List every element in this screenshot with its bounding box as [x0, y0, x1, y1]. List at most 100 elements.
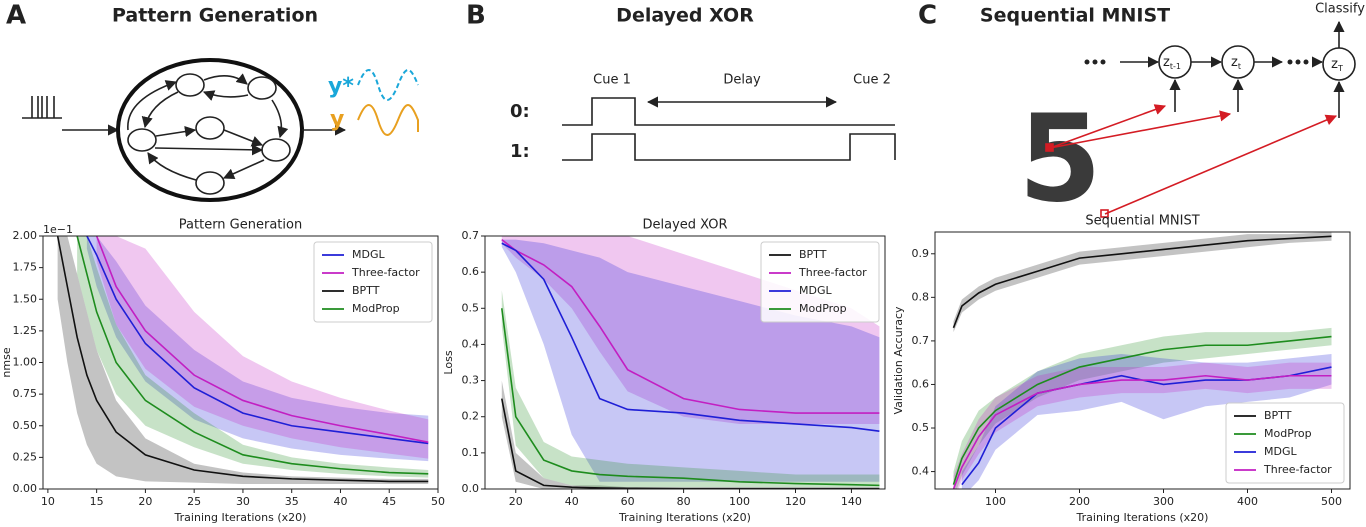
cue-label: Cue 2: [853, 73, 891, 88]
chart: Delayed XOR Training Iterations (x20) Loss…: [442, 218, 886, 524]
band: [77, 236, 429, 478]
y-tick-label: 0.6: [912, 377, 930, 390]
chart-title: Sequential MNIST: [1085, 214, 1199, 229]
x-tick-label: 400: [1237, 495, 1258, 508]
panel-c-diagram: C Sequential MNIST Classify 5 zt-1 zt zT: [918, 1, 1365, 230]
node-label: zT: [1331, 57, 1343, 73]
classify-label: Classify: [1315, 2, 1365, 17]
panel-a-diagram: A Pattern Generation y* y: [6, 1, 419, 202]
x-tick-label: 300: [1153, 495, 1174, 508]
row-label: 0:: [510, 101, 530, 122]
row-label: 1:: [510, 141, 530, 162]
y-tick-label: 0.6: [462, 265, 480, 278]
x-tick-label: 120: [785, 495, 806, 508]
x-tick-label: 35: [285, 495, 299, 508]
series-line: [95, 236, 429, 443]
x-tick-label: 20: [138, 495, 152, 508]
y-tick-label: 0.8: [912, 290, 930, 303]
chart-title: Delayed XOR: [642, 218, 727, 233]
y-tick-label: 0.3: [462, 374, 480, 387]
ellipsis: [1084, 59, 1309, 65]
band: [961, 353, 1332, 489]
band: [953, 362, 1332, 489]
panel-title: Pattern Generation: [112, 5, 318, 27]
series-line: [952, 374, 1332, 489]
x-tick-label: 25: [187, 495, 201, 508]
x-tick-label: 500: [1321, 495, 1342, 508]
plot-area: [952, 232, 1332, 489]
legend-box: [760, 241, 880, 323]
series-line: [952, 235, 1332, 329]
band: [953, 232, 1332, 333]
x-tick-label: 80: [677, 495, 691, 508]
y-tick-label: 0.00: [13, 482, 38, 495]
band: [953, 327, 1332, 489]
x-tick-label: 100: [729, 495, 750, 508]
band: [501, 236, 880, 424]
legend-label: MDGL: [352, 248, 385, 261]
band: [501, 380, 880, 489]
target-wave: [357, 69, 419, 101]
signal-1: [562, 133, 896, 161]
y-tick-label: 0.0: [462, 482, 480, 495]
legend-label: MDGL: [799, 284, 832, 297]
plot-area: [56, 236, 429, 484]
series-line: [86, 236, 429, 445]
legend-label: Three-factor: [1263, 463, 1332, 476]
legend-label: BPTT: [799, 248, 827, 261]
y-tick-label: 0.4: [462, 337, 480, 350]
x-tick-label: 60: [621, 495, 635, 508]
y-tick-label: 2.00: [13, 229, 38, 242]
y-tick-label: 1.50: [13, 292, 38, 305]
x-axis-label: Training Iterations (x20): [174, 511, 307, 524]
y-tick-label: 0.5: [912, 421, 930, 434]
legend: BPTT ModProp MDGL Three-factor: [1225, 402, 1345, 484]
x-tick-label: 15: [90, 495, 104, 508]
panel-letter: C: [918, 1, 937, 31]
y-tick-label: 0.25: [13, 450, 38, 463]
band: [501, 239, 880, 482]
pixel-arrows: [1045, 104, 1338, 218]
panel-title: Sequential MNIST: [980, 5, 1170, 27]
y-tick-label: 1.00: [13, 356, 38, 369]
panel-b-diagram: B Delayed XOR Cue 1 Delay Cue 2 0: 1:: [466, 1, 896, 162]
node-label: zt: [1231, 55, 1241, 71]
signal-0: [562, 97, 895, 126]
legend-label: BPTT: [352, 284, 380, 297]
x-tick-label: 200: [1069, 495, 1090, 508]
x-tick-label: 100: [985, 495, 1006, 508]
series-line: [76, 236, 429, 475]
chart-title: Pattern Generation: [179, 218, 302, 233]
spike-train: [22, 96, 62, 119]
legend-box: [313, 241, 433, 323]
node-base: z: [1163, 55, 1170, 70]
y-tick-label: 0.4: [912, 465, 930, 478]
axes-frame: [42, 235, 439, 490]
band: [57, 236, 429, 484]
output-wave: [357, 104, 419, 136]
legend-label: ModProp: [352, 302, 400, 315]
legend-label: ModProp: [1264, 427, 1312, 440]
x-tick-label: 40: [565, 495, 579, 508]
legend: BPTT Three-factor MDGL ModProp: [760, 241, 880, 323]
axis-offset: 1e−1: [43, 223, 73, 236]
y-axis-label: nmse: [0, 347, 13, 377]
panel-title: Delayed XOR: [616, 5, 754, 27]
output-label: y: [330, 107, 344, 132]
y-tick-label: 1.75: [13, 261, 38, 274]
x-tick-label: 50: [431, 495, 445, 508]
y-tick-label: 0.7: [462, 229, 480, 242]
y-tick-label: 0.9: [912, 247, 930, 260]
y-axis-label: Loss: [442, 350, 455, 374]
x-tick-label: 45: [382, 495, 396, 508]
band: [96, 236, 429, 459]
series-line: [501, 238, 880, 414]
x-tick-label: 10: [41, 495, 55, 508]
legend-label: Three-factor: [351, 266, 420, 279]
axes-frame: [484, 235, 886, 490]
plot-area: [500, 236, 880, 489]
y-tick-label: 0.2: [462, 410, 480, 423]
connections: [127, 73, 289, 181]
chart: Sequential MNIST Training Iterations (x20…: [892, 214, 1351, 524]
y-axis-label: Validation Accuracy: [892, 306, 905, 415]
